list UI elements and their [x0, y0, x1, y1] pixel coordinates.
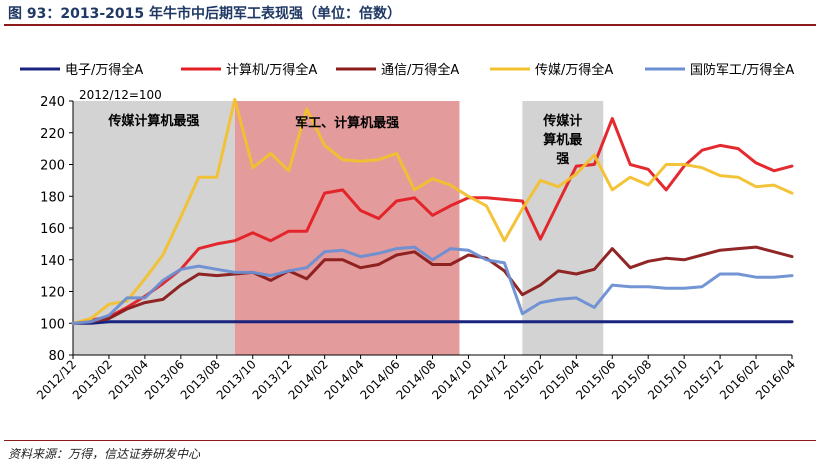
unit-note: 2012/12=100 — [79, 88, 162, 102]
region-label-0: 传媒计算机最强 — [107, 113, 199, 129]
x-tick-label: 2016/04 — [753, 357, 798, 402]
region-label-2: 传媒计算机最强 — [542, 113, 583, 167]
y-tick-label: 200 — [40, 159, 65, 174]
line-chart: 80 100 120 140 160 180 200 220 240 2012/12=100 201… — [20, 62, 798, 402]
region-label-2-line: 强 — [556, 152, 569, 167]
region-label-2-line: 传媒计 — [542, 113, 582, 129]
region-label-1: 军工、计算机最强 — [295, 115, 399, 131]
y-tick-label: 80 — [48, 349, 65, 364]
series-line-2 — [71, 245, 794, 325]
y-tick-label: 100 — [40, 317, 65, 332]
y-tick-label: 220 — [40, 127, 65, 142]
source-note: 资料来源：万得，信达证券研发中心 — [8, 447, 201, 461]
series-line-1 — [71, 117, 794, 325]
shaded-region-1 — [234, 101, 460, 355]
region-label-2-line: 算机最 — [543, 132, 583, 148]
legend-label-4: 国防军工/万得全A — [690, 62, 794, 78]
title-divider — [4, 24, 816, 26]
y-tick-label: 180 — [40, 190, 65, 205]
y-tick-label: 120 — [40, 286, 65, 301]
legend-label-2: 通信/万得全A — [381, 62, 459, 78]
footer-divider — [4, 440, 816, 441]
y-tick-label: 240 — [40, 95, 65, 110]
y-tick-label: 160 — [40, 222, 65, 237]
y-tick-label: 140 — [40, 254, 65, 269]
legend-label-1: 计算机/万得全A — [226, 62, 317, 78]
legend-label-0: 电子/万得全A — [65, 62, 143, 78]
series-line-0 — [71, 320, 794, 325]
shaded-region-0 — [73, 101, 235, 355]
chart-title: 图 93：2013-2015 年牛市中后期军工表现强（单位：倍数） — [8, 6, 401, 22]
series-line-3 — [71, 97, 794, 325]
series-line-4 — [71, 245, 794, 325]
legend-label-3: 传媒/万得全A — [535, 62, 613, 78]
